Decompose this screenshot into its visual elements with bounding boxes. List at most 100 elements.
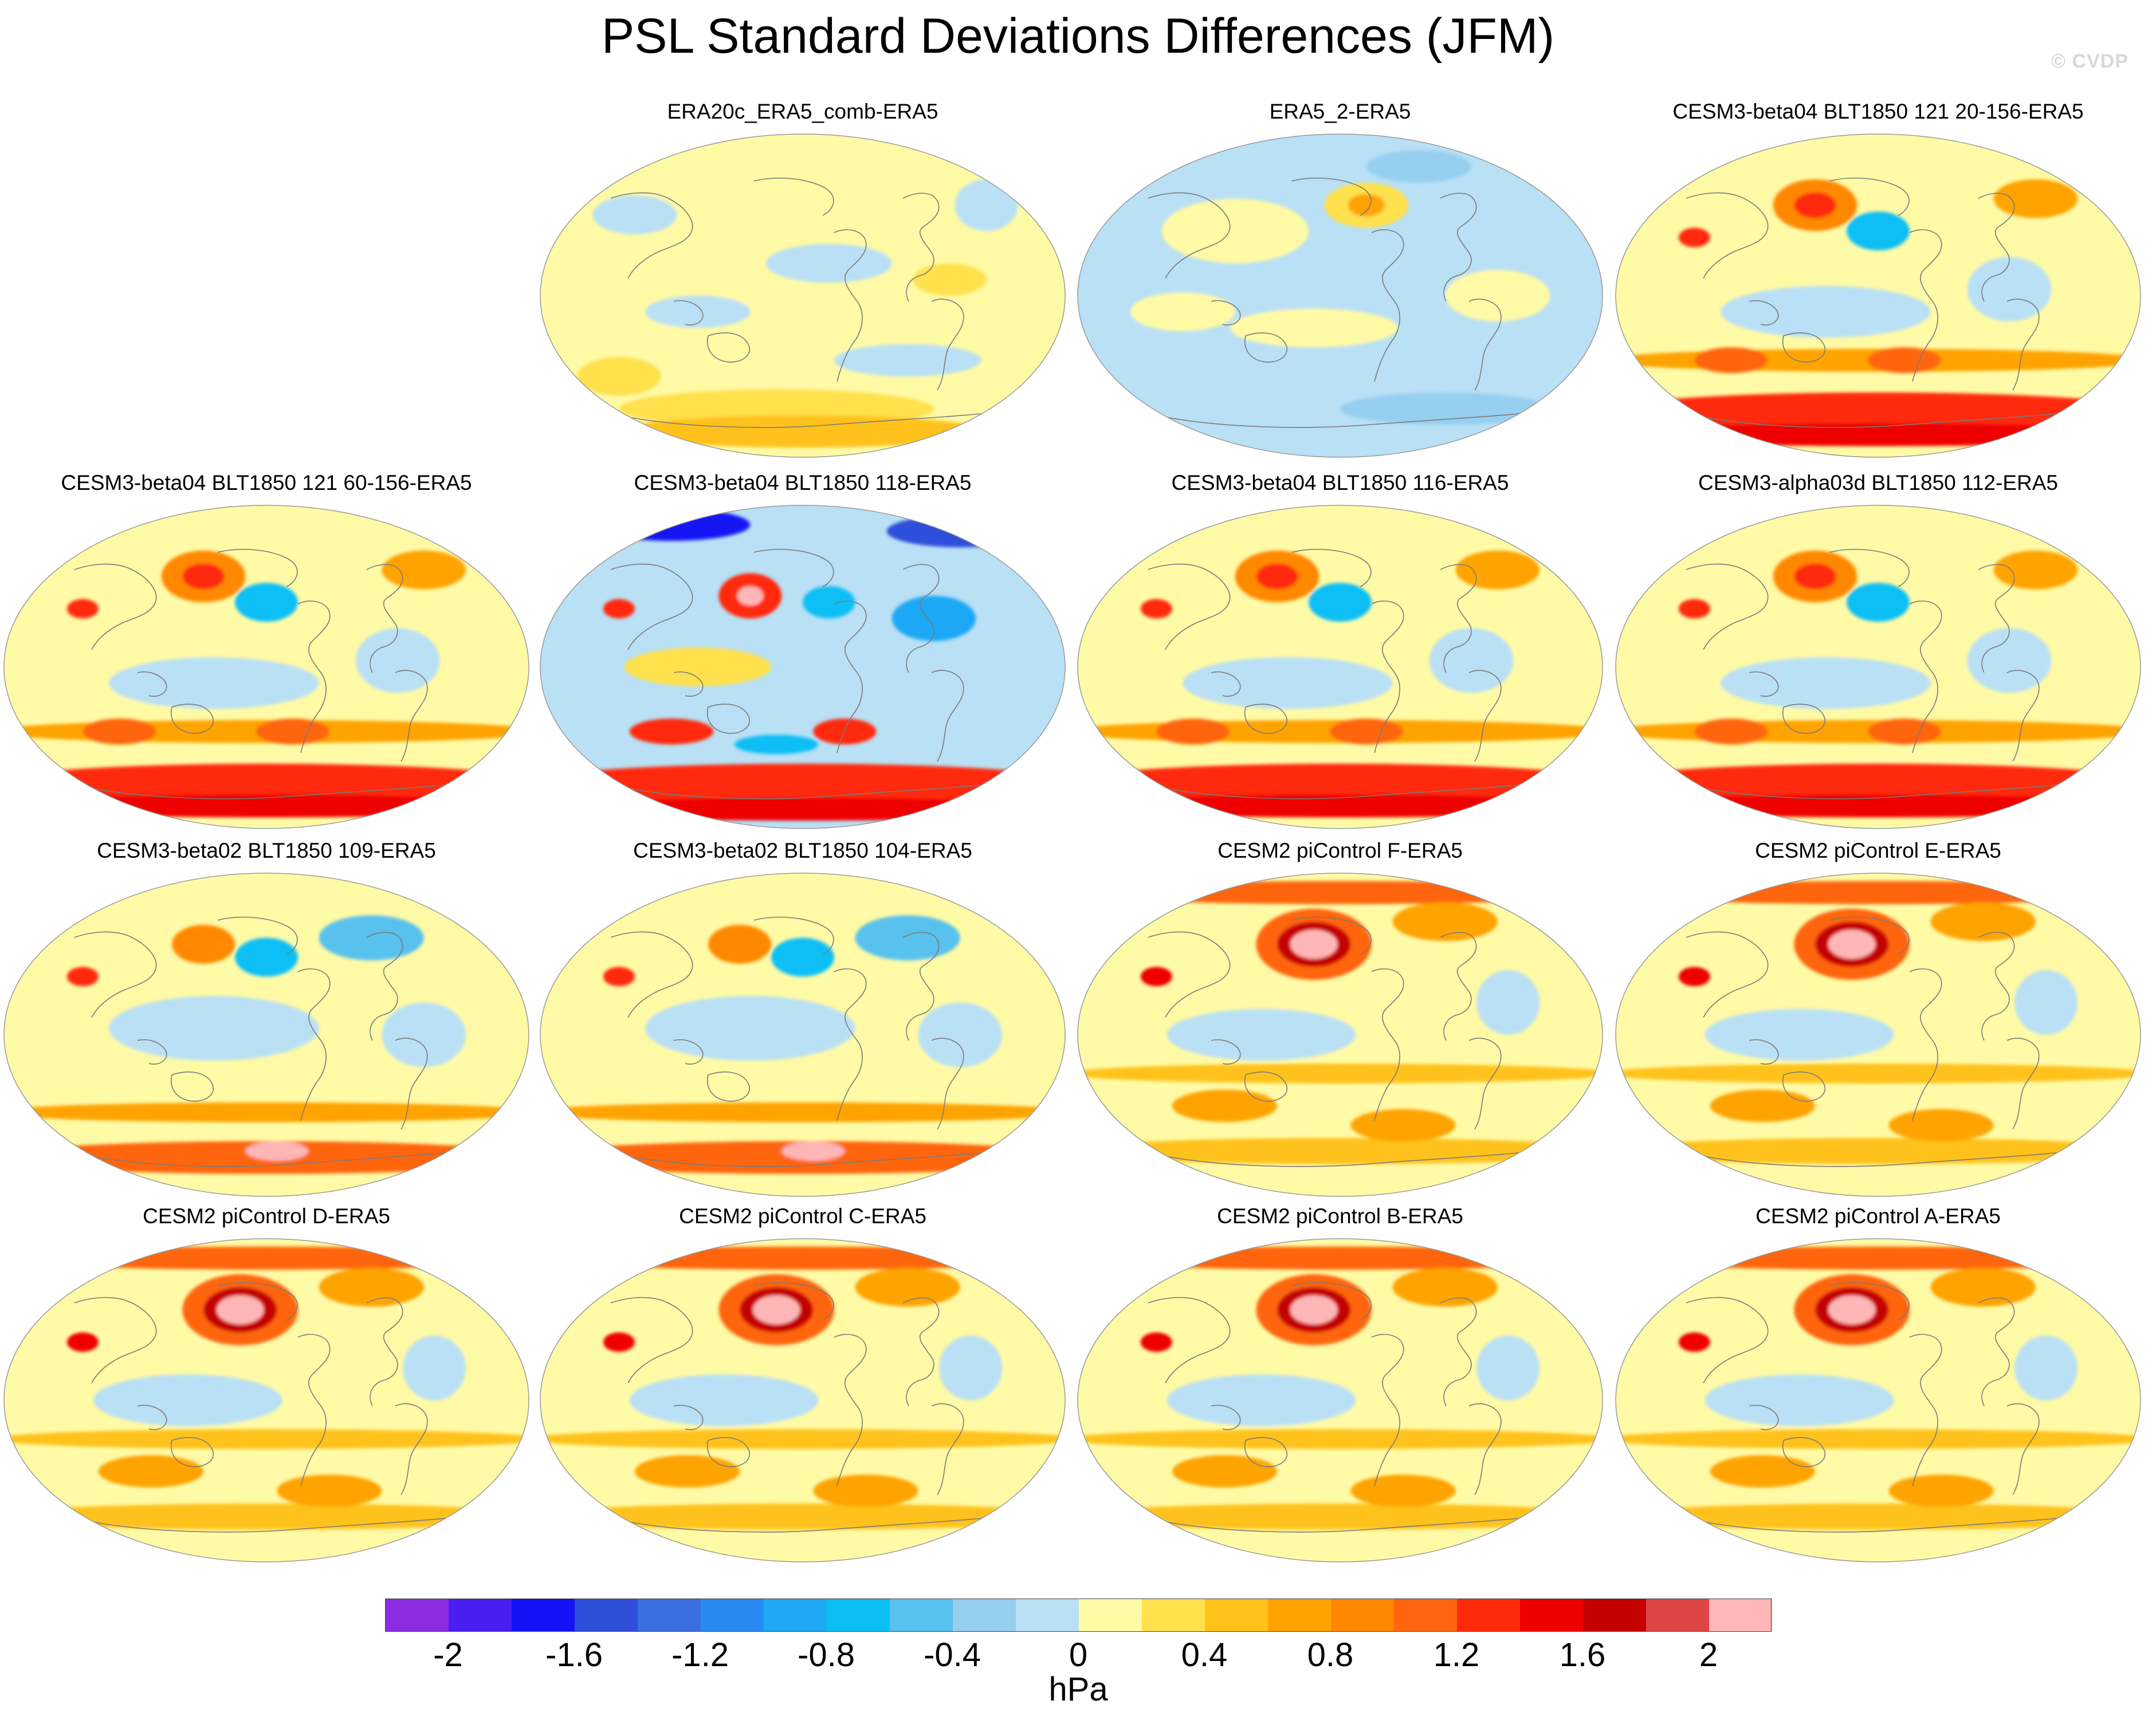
map-panel: CESM3-alpha03d BLT1850 112-ERA5 — [1612, 469, 2145, 835]
world-map — [540, 873, 1066, 1197]
coastline — [707, 1071, 750, 1102]
field-anomaly — [1476, 1336, 1540, 1400]
map-border — [1077, 505, 1603, 829]
colorbar-swatch — [952, 1599, 1016, 1632]
field-anomaly — [1392, 902, 1498, 941]
field-anomaly — [382, 1002, 466, 1067]
coastline — [1371, 1334, 1404, 1487]
panel-title: CESM2 piControl B-ERA5 — [1217, 1204, 1463, 1228]
world-map — [1077, 133, 1603, 458]
map-border — [1615, 505, 2141, 829]
field-anomaly — [1329, 718, 1403, 745]
field-anomaly — [913, 263, 987, 296]
field-anomaly — [245, 1141, 309, 1161]
coastline — [610, 931, 693, 1018]
colorbar-tick-labels: -2 -1.6 -1.2 -0.8 -0.4 0 0.4 0.8 1.2 1.6 2 — [385, 1636, 1772, 1676]
map-border — [3, 1238, 529, 1562]
field-anomaly — [1256, 563, 1298, 590]
field-band — [1616, 1429, 2141, 1449]
field-anomaly — [1340, 392, 1550, 425]
map-field — [4, 1239, 529, 1562]
coastline — [85, 1514, 476, 1533]
coastline — [753, 178, 834, 216]
field-band — [1078, 1138, 1603, 1164]
field-anomaly — [781, 1141, 845, 1161]
world-map — [540, 133, 1066, 458]
coastline — [931, 1403, 964, 1495]
coastline — [1468, 299, 1502, 391]
field-anomaly — [834, 344, 981, 376]
coastline — [171, 704, 214, 734]
field-anomaly — [645, 296, 751, 328]
coastline — [1159, 410, 1550, 428]
coastline — [297, 1334, 331, 1487]
colorbar-swatch — [1141, 1599, 1205, 1632]
coastline — [1829, 549, 1910, 587]
coastline — [1291, 549, 1372, 587]
field-anomaly — [1348, 194, 1385, 217]
colorbar-tick-label: 0.8 — [1307, 1636, 1354, 1674]
coastline — [902, 193, 940, 302]
map-panel: CESM2 piControl B-ERA5 — [1074, 1202, 1607, 1569]
map-border — [3, 873, 529, 1197]
map-panel: ERA5_2-ERA5 — [1074, 97, 1607, 464]
field-anomaly — [319, 915, 424, 961]
field-anomaly — [66, 967, 99, 987]
map-panel: CESM3-beta04 BLT1850 116-ERA5 — [1074, 469, 1607, 835]
panel-title: CESM3-beta04 BLT1850 118-ERA5 — [634, 471, 972, 494]
map-field — [1078, 873, 1603, 1196]
coastline — [902, 1297, 940, 1407]
world-map — [3, 1238, 529, 1562]
map-border — [540, 133, 1066, 458]
map-field — [540, 134, 1065, 457]
field-band — [540, 798, 1065, 821]
field-anomaly — [1694, 718, 1768, 745]
field-anomaly — [629, 718, 714, 745]
world-map — [3, 873, 529, 1197]
field-anomaly — [1366, 150, 1471, 183]
map-panel: CESM3-beta04 BLT1850 121 60-156-ERA5 — [0, 469, 533, 835]
map-border — [1615, 873, 2141, 1197]
panel-title: CESM2 piControl A-ERA5 — [1756, 1204, 2001, 1228]
field-band — [4, 763, 529, 803]
coastline — [395, 670, 428, 762]
field-band — [4, 1246, 529, 1270]
field-anomaly — [765, 244, 892, 283]
coastline — [297, 600, 331, 753]
field-anomaly — [1476, 970, 1540, 1035]
coastline — [85, 1149, 476, 1167]
coastline — [622, 410, 1012, 428]
colorbar-tick-label: 1.6 — [1559, 1636, 1606, 1674]
coastline — [1978, 1297, 2015, 1407]
field-anomaly — [629, 1374, 819, 1427]
coastline — [1697, 410, 2088, 428]
field-anomaly — [256, 718, 329, 745]
map-panel: CESM2 piControl A-ERA5 — [1612, 1202, 2145, 1569]
coastline — [673, 671, 704, 697]
colorbar-swatch — [385, 1599, 449, 1632]
field-band — [1078, 1246, 1603, 1270]
field-anomaly — [592, 508, 751, 541]
field-anomaly — [1140, 599, 1172, 619]
field-anomaly — [235, 583, 298, 622]
field-anomaly — [1967, 628, 2052, 693]
map-border — [1077, 133, 1603, 458]
colorbar-units: hPa — [1048, 1671, 1108, 1708]
field-anomaly — [1678, 227, 1710, 248]
coastline — [673, 300, 704, 325]
coastline — [622, 1514, 1012, 1533]
coastline — [395, 1038, 428, 1130]
coastline — [1244, 1071, 1287, 1102]
field-anomaly — [1140, 967, 1172, 987]
field-anomaly — [83, 718, 156, 745]
field-band — [1078, 1503, 1603, 1530]
field-anomaly — [645, 996, 855, 1061]
field-anomaly — [619, 415, 987, 448]
map-field — [1078, 134, 1603, 457]
field-anomaly — [1710, 1455, 1816, 1488]
coastline — [1909, 1334, 1942, 1487]
coastline — [1697, 1149, 2088, 1167]
field-band — [1616, 881, 2141, 904]
coastline — [1749, 1039, 1779, 1065]
coastline — [834, 968, 867, 1121]
